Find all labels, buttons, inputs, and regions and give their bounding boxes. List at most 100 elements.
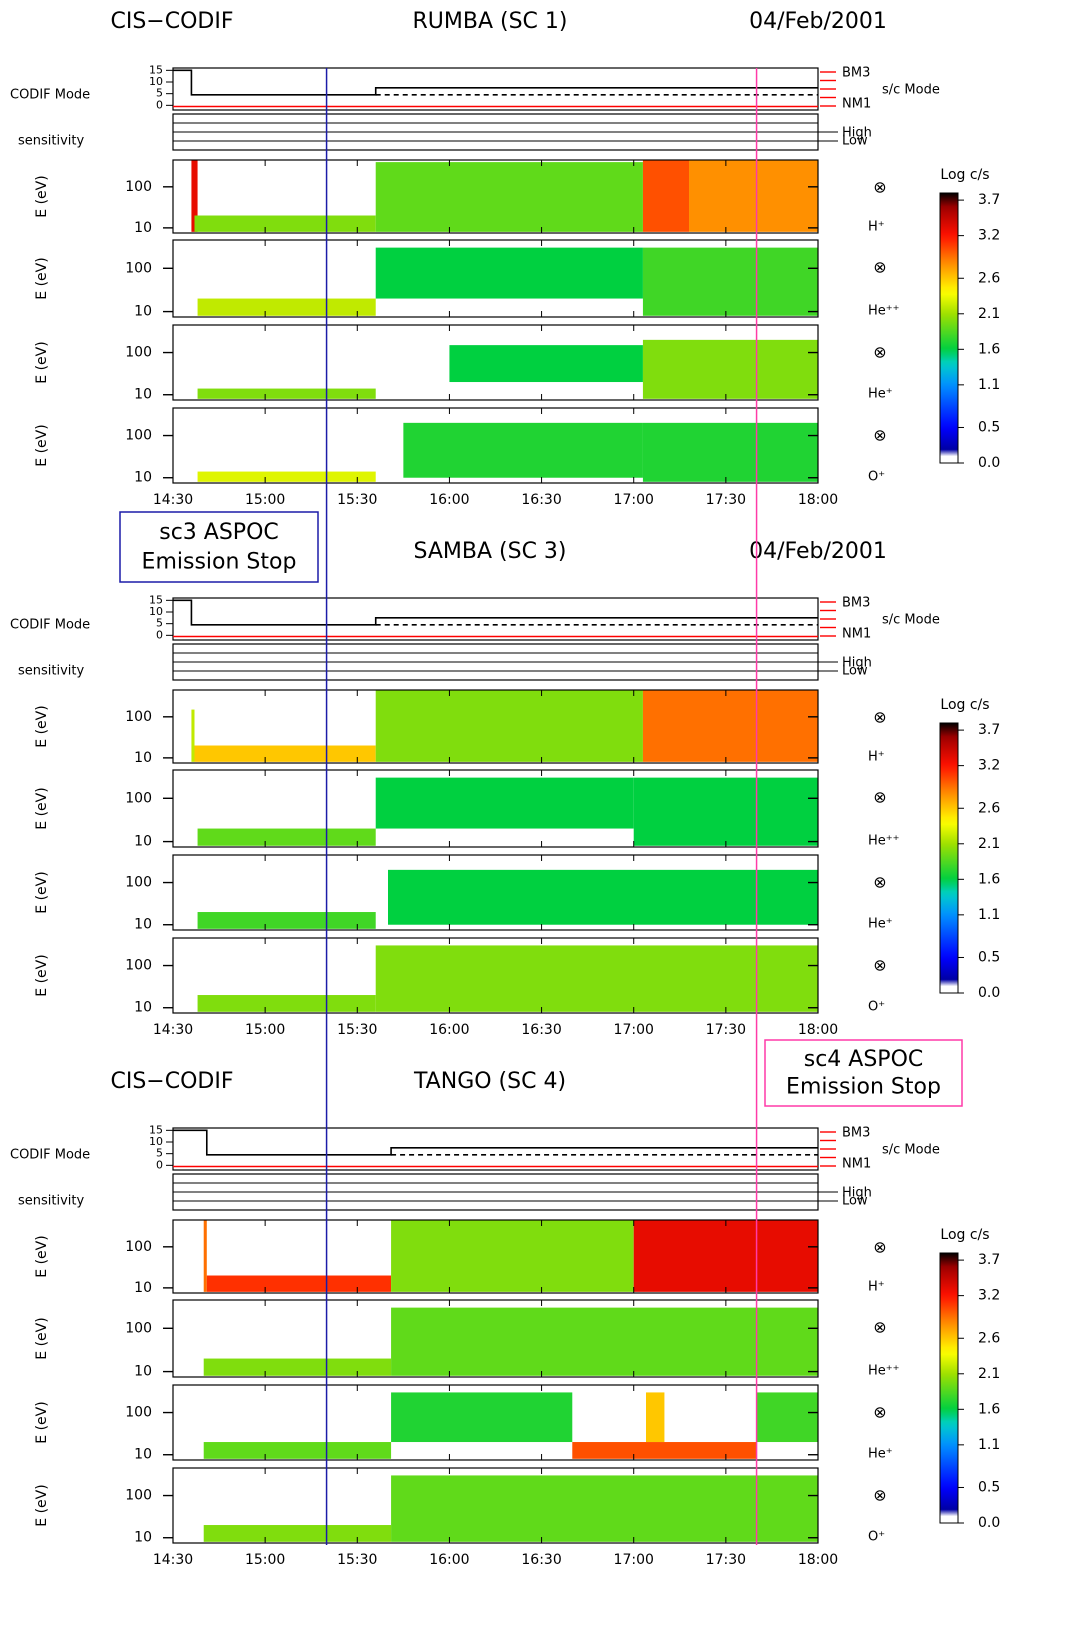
colorbar-tick-label: 3.2 [978,1288,1000,1304]
x-tick-label: 18:00 [798,1022,838,1038]
species-label: He⁺ [868,387,893,402]
mode-line [173,69,818,96]
x-tick-label: 15:30 [337,1022,377,1038]
species-label: He⁺⁺ [868,1364,900,1379]
y-tick-label: 10 [134,304,152,320]
species-symbol: ⊗ [873,873,886,892]
species-label: O⁺ [868,1000,885,1015]
species-symbol: ⊗ [873,426,886,445]
x-tick-label: 16:30 [521,492,561,508]
y-tick-label: 100 [125,260,152,276]
mode-label: CODIF Mode [10,88,90,103]
y-tick-label: 100 [125,875,152,891]
spectrogram-panel [172,1299,819,1378]
sc-mode-label: BM3 [842,66,870,81]
count-cell [572,1442,757,1459]
count-cell [191,160,198,232]
instrument: CIS−CODIF [110,1069,233,1094]
y-axis-label: E (eV) [34,1484,50,1526]
date: 04/Feb/2001 [749,539,887,564]
species-symbol: ⊗ [873,1238,886,1257]
count-cell [642,339,818,399]
count-cell [197,298,376,316]
count-cell [194,215,376,232]
colorbar-tick-label: 0.5 [978,1479,1000,1495]
x-tick-label: 17:00 [614,1552,654,1568]
colorbar-tick-label: 3.7 [978,192,1000,208]
species-label: He⁺⁺ [868,304,900,319]
spectrogram-panel [172,239,819,318]
mode-tick-label: 5 [156,617,163,630]
y-tick-label: 10 [134,470,152,486]
count-cell [191,709,195,762]
count-cell [197,471,376,482]
colorbar-tick-label: 0.0 [978,1515,1000,1531]
spectrogram-panel [172,769,819,848]
spectrogram-panel [172,1384,819,1461]
count-cell [203,1220,207,1292]
annotation-box [119,511,319,583]
mode-label: CODIF Mode [10,618,90,633]
y-tick-label: 100 [125,958,152,974]
sc-mode-label: NM1 [842,1157,871,1172]
colorbar-tick-label: 2.1 [978,1366,1000,1382]
x-tick-label: 14:30 [153,492,193,508]
count-cell [391,1307,818,1376]
colorbar-tick-label: 2.1 [978,836,1000,852]
count-cell [375,690,643,762]
spectrogram-panel [172,324,819,401]
y-axis-label: E (eV) [34,257,50,299]
colorbar-tick-label: 0.0 [978,985,1000,1001]
y-axis-label: E (eV) [34,871,50,913]
mode-line [173,599,818,626]
sensitivity-label: sensitivity [18,134,85,149]
annotation-box [764,1039,963,1107]
count-cell [194,745,376,762]
y-axis-label: E (eV) [34,175,50,217]
x-tick-label: 15:30 [337,1552,377,1568]
x-tick-label: 17:30 [706,1022,746,1038]
colorbar-tick-label: 0.5 [978,949,1000,965]
colorbar-tick-label: 3.2 [978,758,1000,774]
y-axis-label: E (eV) [34,1317,50,1359]
colorbar-tick-label: 1.6 [978,1401,1000,1417]
colorbar-tick-label: 1.1 [978,377,1000,393]
mode-tick-label: 0 [156,98,163,111]
mode-line [173,1129,818,1156]
x-tick-label: 15:00 [245,1022,285,1038]
mode-tick-label: 0 [156,1158,163,1171]
count-cell [391,1220,634,1292]
sensitivity-label: sensitivity [18,664,85,679]
mode-tick-label: 15 [149,1123,163,1136]
species-label: H⁺ [868,750,885,765]
colorbar-tick-label: 0.5 [978,419,1000,435]
x-tick-label: 18:00 [798,1552,838,1568]
count-cell [375,945,818,1012]
mode-tick-label: 5 [156,87,163,100]
mode-tick-label: 15 [149,593,163,606]
sensitivity-level: Low [842,134,868,149]
spectrogram-panel [172,407,819,484]
mode-panel [172,597,819,641]
x-tick-label: 14:30 [153,1022,193,1038]
x-tick-label: 16:30 [521,1552,561,1568]
species-symbol: ⊗ [873,1486,886,1505]
count-cell [197,828,376,846]
x-tick-label: 18:00 [798,492,838,508]
x-tick-label: 15:00 [245,492,285,508]
species-symbol: ⊗ [873,956,886,975]
species-label: H⁺ [868,1280,885,1295]
y-tick-label: 100 [125,1405,152,1421]
sc-mode-label: BM3 [842,596,870,611]
y-tick-label: 100 [125,428,152,444]
sc-mode-title: s/c Mode [882,83,940,98]
y-axis-label: E (eV) [34,1401,50,1443]
mode-tick-label: 0 [156,628,163,641]
colorbar-tick-label: 1.1 [978,1437,1000,1453]
colorbar [939,722,959,994]
count-cell [197,912,376,929]
count-cell [391,1392,573,1443]
species-label: H⁺ [868,220,885,235]
colorbar-label: Log c/s [940,1227,989,1243]
colorbar-tick-label: 0.0 [978,455,1000,471]
